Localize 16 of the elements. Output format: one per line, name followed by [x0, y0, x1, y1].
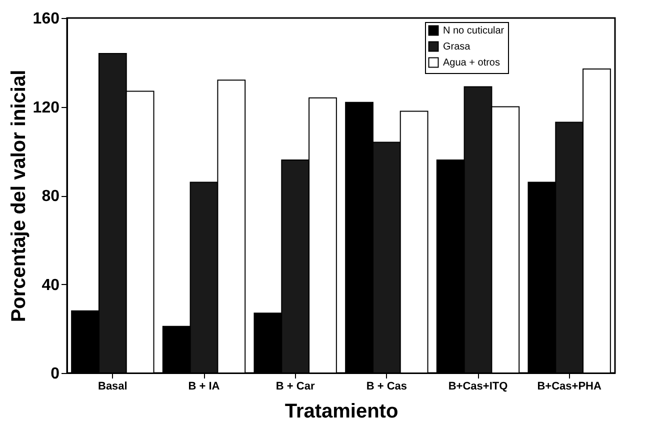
y-tick-label: 40: [42, 276, 60, 294]
x-tick-label: B+Cas+ITQ: [448, 380, 508, 392]
y-tick-label: 0: [50, 366, 60, 382]
legend-label: Agua + otros: [443, 58, 500, 68]
y-tick-label: 120: [32, 99, 60, 116]
legend-label: Grasa: [443, 42, 471, 52]
x-tick-label: B + Car: [276, 380, 316, 392]
x-axis-title: Tratamiento: [284, 400, 398, 422]
y-axis-title: Porcentaje del valor inicial: [8, 70, 30, 322]
legend-label: N no cuticular: [443, 26, 505, 36]
x-tick-label: B + Cas: [366, 380, 408, 392]
x-tick-label: B+Cas+PHA: [537, 380, 602, 392]
y-tick-label: 160: [32, 10, 60, 28]
y-tick-label: 80: [42, 188, 60, 205]
x-tick-label: B + IA: [188, 380, 220, 392]
x-tick-label: Basal: [98, 380, 128, 392]
